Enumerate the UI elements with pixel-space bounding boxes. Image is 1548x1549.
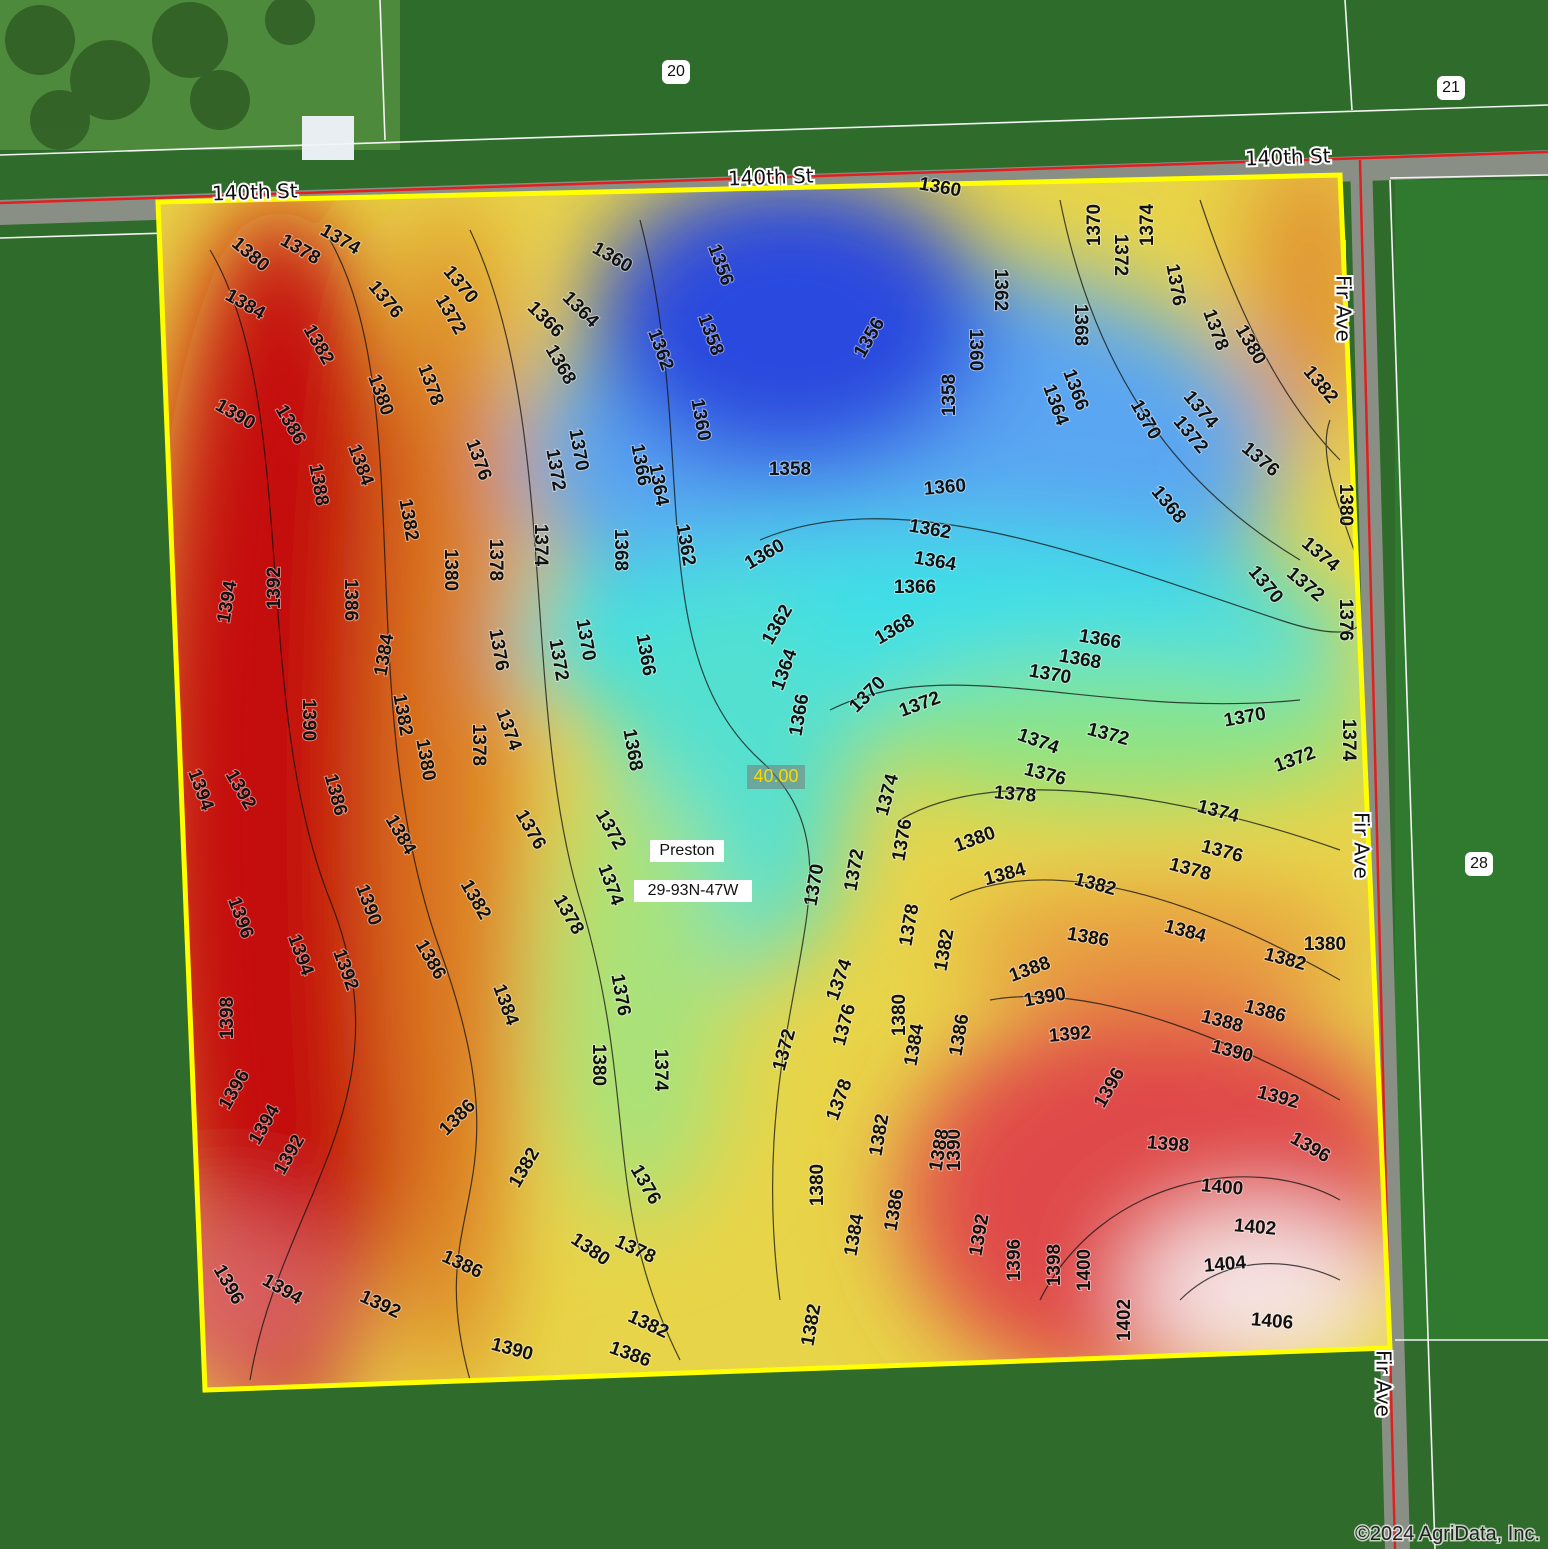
copyright: ©2024 AgriData, Inc.: [1355, 1523, 1540, 1545]
legal-badge: [634, 880, 752, 902]
contour-label: 1358: [769, 459, 811, 480]
contour-label: 1398: [1044, 1244, 1065, 1286]
acres-label: 40.00: [753, 766, 798, 786]
section-badge: [1437, 76, 1465, 100]
contour-label: 1376: [1161, 262, 1189, 307]
contour-label: 1404: [1203, 1252, 1247, 1277]
trees: [5, 0, 315, 150]
road-line: [0, 150, 1548, 205]
field-boundary: [155, 172, 1393, 1393]
road-label: 140th St: [728, 164, 815, 191]
contour-label: 1406: [1250, 1309, 1294, 1334]
building: [302, 116, 354, 160]
contour-label: 1400: [1200, 1175, 1244, 1200]
road-label: Fir Ave: [1332, 275, 1356, 342]
road-fir: [1350, 160, 1410, 1549]
contour-label: 1390: [944, 1129, 965, 1171]
township-badge: [650, 840, 724, 862]
contour-label: 1398: [1146, 1132, 1190, 1157]
acres-badge: [747, 765, 805, 789]
contour-label: 1372: [1110, 234, 1131, 276]
contour-label: 1374: [650, 1049, 671, 1092]
road-label: Fir Ave: [1350, 812, 1374, 879]
contour-label: 1380: [807, 1164, 828, 1206]
section-badge: [662, 60, 690, 84]
contour-label: 1380: [588, 1044, 609, 1086]
crop-field: [405, 0, 1345, 140]
contour-label: 1378: [468, 724, 489, 766]
contour-label: 1358: [939, 374, 960, 416]
contour-label: 1398: [217, 997, 238, 1039]
contour-label: 1366: [894, 577, 936, 598]
contour-label: 1368: [610, 529, 631, 571]
road-label: 140th St: [1245, 144, 1332, 171]
contour-label: 1370: [1084, 204, 1105, 246]
section-label: 28: [1470, 855, 1488, 872]
contour-label: 1386: [340, 579, 361, 621]
contour-label: 1380: [1335, 484, 1356, 526]
legal-label: 29-93N-47W: [648, 882, 740, 899]
contour-label: 1360: [923, 475, 967, 500]
contour-label: 1378: [485, 539, 506, 581]
contour-label: 1380: [889, 994, 910, 1036]
road-label: Fir Ave: [1372, 1350, 1396, 1417]
contour-label: 1380: [1304, 934, 1346, 955]
contour-label: 1392: [966, 1212, 994, 1257]
contour-label: 1396: [1004, 1239, 1025, 1281]
contour-lines: [209, 199, 1368, 1381]
contour-label: 1376: [1335, 599, 1356, 641]
contour-label: 1402: [1114, 1299, 1135, 1341]
section-label: 20: [667, 63, 685, 80]
contour-label: 1380: [440, 549, 461, 591]
contour-label: 1402: [1233, 1215, 1277, 1240]
contour-label: 1374: [1137, 203, 1158, 246]
contour-label: 1390: [298, 699, 319, 741]
contour-label: 1392: [1048, 1022, 1092, 1047]
township-label: Preston: [659, 842, 714, 859]
contour-label: 1362: [990, 269, 1011, 311]
contour-label: 1378: [993, 782, 1037, 807]
section-badge: [1465, 852, 1493, 876]
contour-label: 1376: [606, 972, 634, 1017]
section-label: 21: [1442, 79, 1460, 96]
contour-label: 1374: [530, 524, 551, 567]
road-label: 140th St: [212, 179, 299, 206]
contour-label: 1374: [1338, 719, 1359, 762]
contour-label: 1360: [965, 329, 986, 371]
contour-label: 1400: [1074, 1249, 1095, 1291]
contour-label: 1392: [264, 567, 285, 609]
crop-field: [1395, 180, 1548, 1340]
contour-label: 1368: [1070, 304, 1091, 346]
